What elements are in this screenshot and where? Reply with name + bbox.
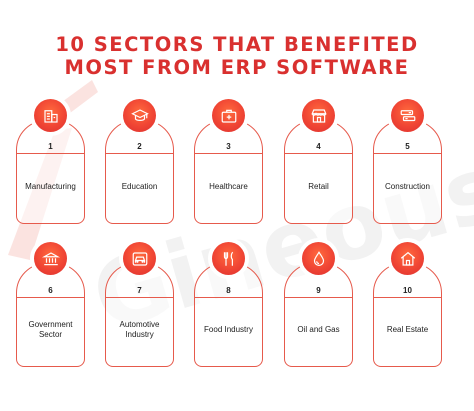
sector-card: 8 Food Industry (194, 263, 263, 367)
sector-icon-badge (34, 242, 67, 275)
card-divider (374, 153, 441, 154)
sector-number: 5 (405, 142, 410, 151)
crane-icon (399, 107, 417, 125)
sector-number: 4 (316, 142, 321, 151)
card-divider (17, 297, 84, 298)
sector-icon-badge (123, 242, 156, 275)
sector-icon-badge (34, 99, 67, 132)
sector-label: Food Industry (204, 325, 253, 334)
sector-icon-badge (391, 99, 424, 132)
sector-icon-badge (212, 242, 245, 275)
sector-label: Construction (385, 182, 430, 191)
sector-number: 3 (226, 142, 231, 151)
sector-card: 10 Real Estate (373, 263, 442, 367)
sector-card: 1 Manufacturing (16, 120, 85, 224)
sector-label: Manufacturing (25, 182, 76, 191)
graduation-cap-icon (130, 107, 149, 125)
card-divider (106, 297, 173, 298)
title-line-2: MOST FROM ERP SOFTWARE (64, 56, 410, 79)
card-divider (374, 297, 441, 298)
sector-card: 4 Retail (284, 120, 353, 224)
card-divider (17, 153, 84, 154)
sector-number: 9 (316, 286, 321, 295)
sector-number: 6 (48, 286, 53, 295)
sector-card: 9 Oil and Gas (284, 263, 353, 367)
sector-card: 3 Healthcare (194, 120, 263, 224)
sector-icon-badge (302, 242, 335, 275)
sector-number: 7 (137, 286, 142, 295)
sector-icon-badge (302, 99, 335, 132)
government-building-icon (41, 250, 60, 268)
sector-label: Real Estate (386, 325, 429, 334)
sector-label: Education (121, 182, 158, 191)
factory-icon (42, 107, 60, 125)
sector-label: Healthcare (209, 182, 248, 191)
card-divider (285, 153, 352, 154)
sector-icon-badge (391, 242, 424, 275)
first-aid-kit-icon (220, 107, 238, 125)
sector-icon-badge (123, 99, 156, 132)
oil-drop-icon (310, 250, 328, 268)
fork-knife-icon (220, 250, 238, 268)
sector-number: 1 (48, 142, 53, 151)
sector-label: Retail (308, 182, 329, 191)
sector-label: Automotive Industry (119, 320, 160, 339)
sector-number: 8 (226, 286, 231, 295)
sector-icon-badge (212, 99, 245, 132)
sector-card: 5 Construction (373, 120, 442, 224)
car-icon (131, 250, 149, 268)
page-title: 10 SECTORS THAT BENEFITED MOST FROM ERP … (0, 33, 474, 79)
sector-card: 2 Education (105, 120, 174, 224)
card-divider (106, 153, 173, 154)
sector-card: 7 Automotive Industry (105, 263, 174, 367)
sector-label: Oil and Gas (297, 325, 340, 334)
title-line-1: 10 SECTORS THAT BENEFITED (55, 33, 419, 56)
storefront-icon (310, 107, 328, 125)
card-divider (285, 297, 352, 298)
card-divider (195, 297, 262, 298)
house-icon (399, 250, 417, 268)
sector-number: 2 (137, 142, 142, 151)
sector-number: 10 (403, 286, 412, 295)
card-divider (195, 153, 262, 154)
sector-card: 6 Government Sector (16, 263, 85, 367)
sector-label: Government Sector (28, 320, 73, 339)
